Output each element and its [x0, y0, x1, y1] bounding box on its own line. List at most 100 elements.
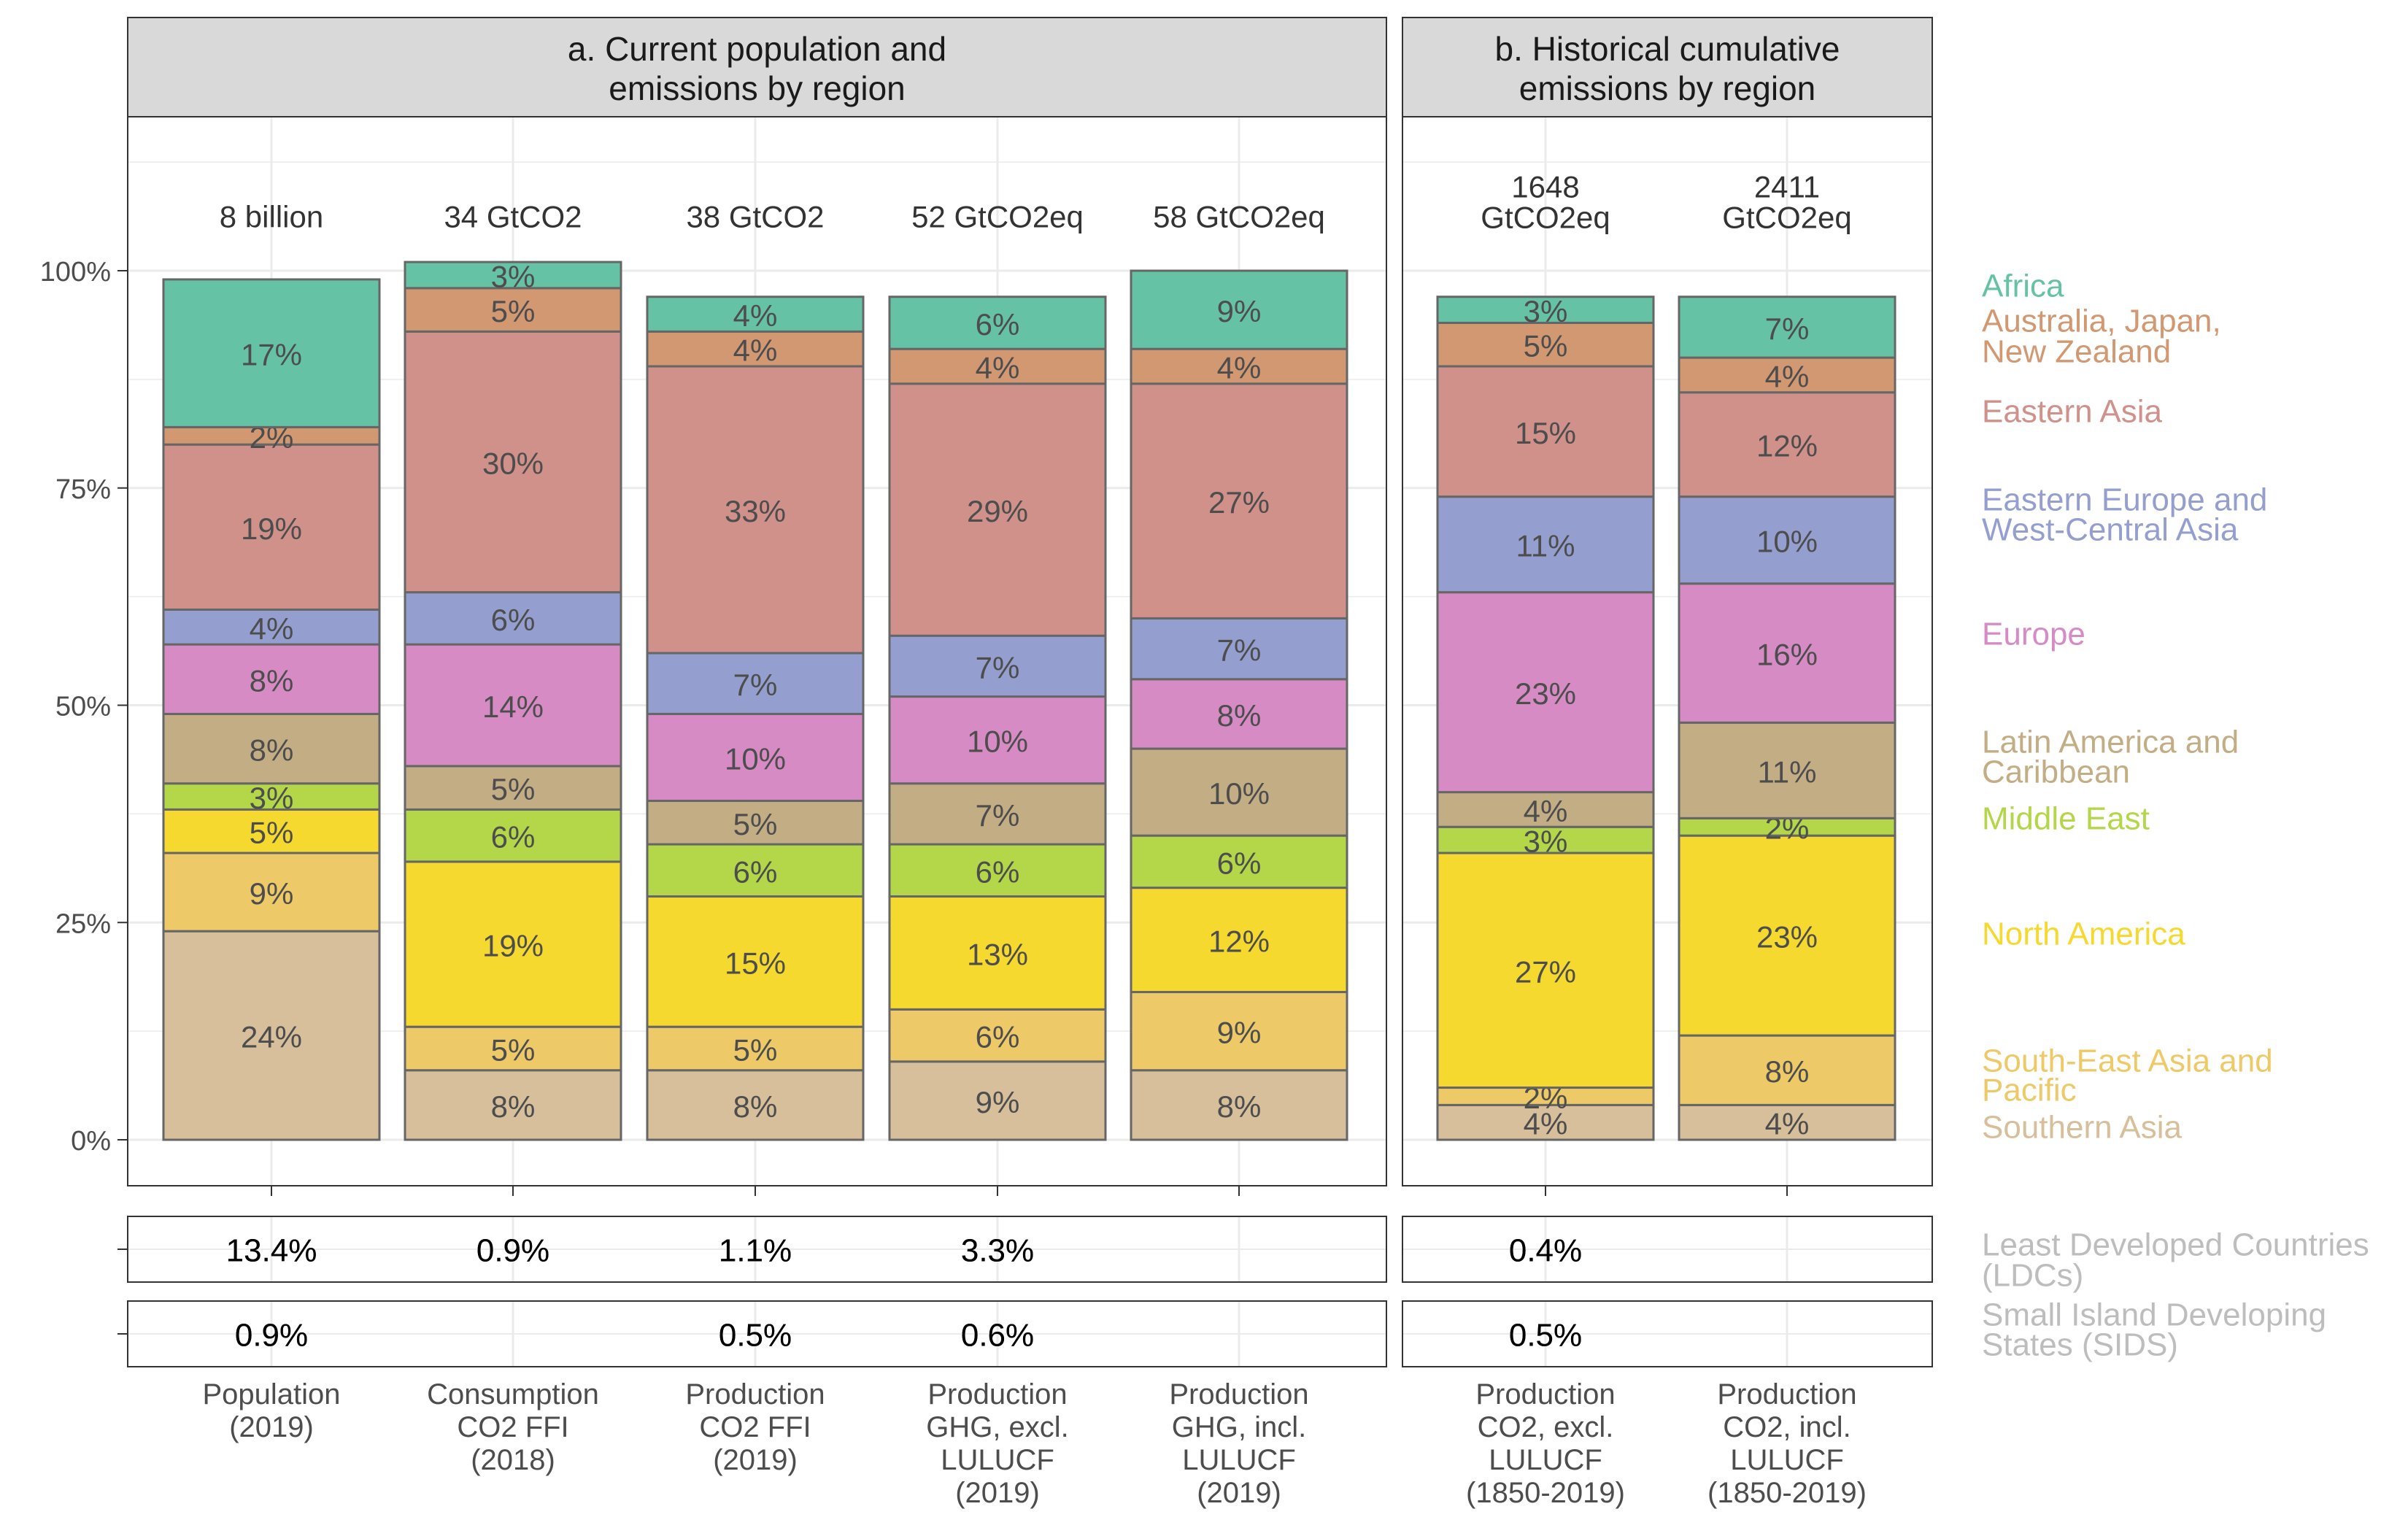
bar-segment [1436, 591, 1655, 794]
segment-label: 6% [976, 307, 1020, 341]
category-label: LULUCF [1730, 1444, 1844, 1476]
segment-label: 27% [1208, 485, 1270, 520]
bar-segment [646, 652, 865, 715]
total-label: 8 billion [220, 200, 323, 234]
bar-segment [1436, 1103, 1655, 1141]
bar-segment [162, 443, 381, 611]
segment-label: 13% [967, 937, 1028, 971]
category-label: CO2 FFI [699, 1411, 811, 1443]
segment-label: 9% [1217, 294, 1262, 328]
segment-label: 6% [1217, 846, 1262, 880]
segment-label: 4% [1217, 351, 1262, 385]
panel-title: b. Historical cumulative [1495, 30, 1840, 68]
segment-label: 8% [1217, 698, 1262, 733]
segment-label: 4% [733, 333, 778, 368]
segment-label: 10% [967, 725, 1028, 759]
segment-label: 6% [733, 854, 778, 889]
bar-segment [404, 260, 622, 290]
bar-segment [1436, 321, 1655, 368]
bar-segment [1436, 495, 1655, 594]
segment-label: 4% [250, 611, 294, 646]
y-tick-label: 0% [71, 1126, 111, 1157]
category-label: Production [927, 1378, 1067, 1410]
segment-label: 15% [725, 946, 786, 980]
bar-segment [1130, 269, 1348, 350]
bar-segment [1678, 495, 1896, 585]
bar-segment [1130, 887, 1348, 994]
legend-label: Africa [1982, 269, 2064, 304]
total-label: GtCO2eq [1722, 201, 1851, 235]
total-label: 1648 [1511, 170, 1579, 204]
ldc-value: 3.3% [961, 1233, 1034, 1269]
ldc-value: 0.9% [476, 1233, 549, 1269]
sids-value: 0.5% [1509, 1318, 1582, 1354]
segment-label: 9% [1217, 1016, 1262, 1050]
sids-value: 0.6% [961, 1318, 1034, 1354]
segment-label: 8% [250, 733, 294, 768]
row-label: States (SIDS) [1982, 1327, 2178, 1363]
sids-row-frame [1402, 1300, 1933, 1367]
category-label: CO2, excl. [1478, 1411, 1614, 1443]
segment-label: 4% [1524, 794, 1568, 828]
segment-label: 8% [250, 663, 294, 698]
bar-segment [888, 1060, 1107, 1141]
bar-segment [1130, 617, 1348, 681]
segment-label: 10% [1756, 525, 1818, 559]
legend-label: Eastern Asia [1982, 394, 2163, 430]
bar-segment [888, 347, 1107, 385]
bar-segment [1678, 1103, 1896, 1141]
legend-label: West-Central Asia [1982, 512, 2239, 548]
category-label: LULUCF [941, 1444, 1054, 1476]
bar-segment [404, 330, 622, 594]
bar-segment [1678, 356, 1896, 394]
segment-label: 30% [482, 447, 544, 481]
y-tick-label: 100% [40, 257, 111, 287]
bar-segment [162, 643, 381, 715]
category-label: (2019) [1197, 1477, 1281, 1509]
segment-label: 4% [1524, 1107, 1568, 1141]
legend-label: North America [1982, 916, 2185, 952]
bar-segment [1678, 721, 1896, 819]
bar-segment [888, 843, 1107, 898]
bar-segment [888, 782, 1107, 846]
segment-label: 17% [241, 338, 302, 372]
segment-label: 5% [250, 816, 294, 850]
category-label: Consumption [427, 1378, 599, 1410]
row-label: (LDCs) [1982, 1258, 2083, 1294]
bar-segment [888, 634, 1107, 698]
panel-title: emissions by region [1519, 69, 1816, 107]
segment-label: 6% [976, 854, 1020, 889]
bar-segment [1130, 747, 1348, 837]
legend-label: Australia, Japan, [1982, 304, 2221, 339]
bar-segment [646, 800, 865, 846]
segment-label: 23% [1756, 920, 1818, 954]
category-label: LULUCF [1182, 1444, 1296, 1476]
y-tick-label: 50% [55, 692, 111, 722]
total-label: 52 GtCO2eq [911, 200, 1084, 234]
segment-label: 27% [1515, 954, 1576, 989]
bar-segment [404, 643, 622, 768]
category-label: Population [202, 1378, 340, 1410]
category-label: Production [1475, 1378, 1615, 1410]
total-label: 2411 [1754, 170, 1820, 204]
bar-segment [646, 895, 865, 1028]
bar-segment [646, 296, 865, 333]
bar-segment [1436, 852, 1655, 1089]
bar-segment [404, 808, 622, 863]
bar-segment [1436, 791, 1655, 828]
segment-label: 3% [1524, 294, 1568, 328]
category-label: LULUCF [1489, 1444, 1602, 1476]
plot-frame [127, 116, 1387, 1186]
segment-label: 29% [967, 494, 1028, 528]
segment-label: 14% [482, 690, 544, 724]
row-label: Least Developed Countries [1982, 1227, 2369, 1263]
category-label: GHG, incl. [1172, 1411, 1306, 1443]
bar-segment [1130, 991, 1348, 1072]
total-label: 34 GtCO2 [444, 200, 582, 234]
legend-label: Caribbean [1982, 755, 2130, 790]
segment-label: 24% [241, 1020, 302, 1054]
category-label: Production [1717, 1378, 1856, 1410]
segment-label: 7% [1765, 312, 1810, 346]
total-label: 38 GtCO2 [686, 200, 824, 234]
segment-label: 33% [725, 494, 786, 528]
